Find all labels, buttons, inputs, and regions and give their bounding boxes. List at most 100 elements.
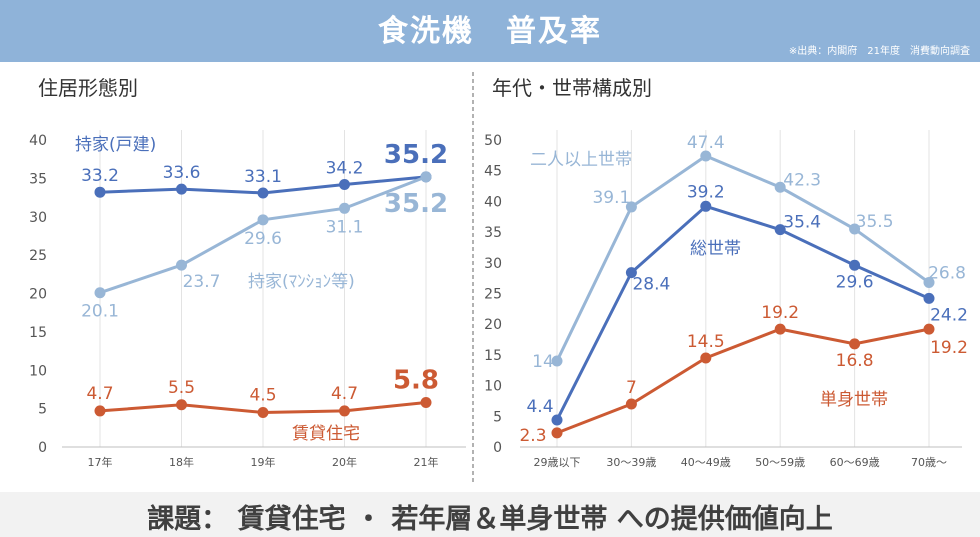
data-label: 4.4 bbox=[526, 397, 553, 417]
data-point bbox=[339, 202, 350, 214]
data-label: 2.3 bbox=[519, 426, 546, 446]
y-tick-label: 30 bbox=[29, 210, 47, 226]
y-tick-label: 10 bbox=[29, 363, 47, 379]
footer-text: 課題： 賃貸住宅 ・ 若年層＆単身世帯 への提供価値向上 bbox=[147, 504, 833, 535]
x-tick-label: 17年 bbox=[88, 455, 113, 469]
y-tick-label: 35 bbox=[29, 171, 47, 187]
data-label: 28.4 bbox=[632, 275, 670, 295]
x-tick-label: 21年 bbox=[414, 455, 439, 469]
data-label: 19.2 bbox=[930, 338, 968, 358]
data-label: 5.8 bbox=[393, 365, 439, 395]
data-point bbox=[420, 171, 432, 183]
data-point bbox=[94, 405, 106, 417]
data-point bbox=[257, 187, 269, 199]
data-label: 5.5 bbox=[168, 378, 195, 398]
y-tick-label: 10 bbox=[484, 379, 502, 395]
source-note: ※出典：内閣府 21年度 消費動向調査 bbox=[788, 46, 970, 57]
series-group: 33.2 33.6 33.1 34.2 35.2 20.1 23.7 29.6 31.1 35.2… bbox=[81, 140, 448, 418]
chart-title: 住居形態別 bbox=[38, 76, 138, 100]
series-line bbox=[556, 327, 930, 435]
data-label: 39.2 bbox=[687, 182, 725, 202]
series-group: 14 39.1 47.4 42.3 35.5 26.8 4.4 28.4 39.2 35.4 29.… bbox=[519, 133, 967, 446]
y-tick-label: 40 bbox=[484, 194, 502, 210]
y-tick-label: 45 bbox=[484, 164, 502, 180]
data-label: 42.3 bbox=[783, 170, 821, 190]
data-label: 33.2 bbox=[81, 166, 119, 186]
data-label: 35.5 bbox=[856, 212, 894, 232]
data-point bbox=[551, 414, 563, 426]
data-point bbox=[176, 399, 187, 411]
data-point bbox=[257, 214, 269, 226]
data-label: 33.6 bbox=[163, 163, 201, 183]
footer: 課題： 賃貸住宅 ・ 若年層＆単身世帯 への提供価値向上 bbox=[0, 492, 980, 537]
data-label: 14.5 bbox=[687, 332, 725, 352]
series-name: 二人以上世帯 bbox=[530, 150, 632, 170]
y-tick-label: 35 bbox=[484, 225, 502, 241]
x-tick-label: 30～39歳 bbox=[606, 456, 656, 469]
series-line bbox=[555, 204, 930, 421]
y-tick-label: 15 bbox=[484, 348, 502, 364]
title-bar: 食洗機 普及率 ※出典：内閣府 21年度 消費動向調査 bbox=[0, 0, 980, 62]
data-point bbox=[625, 398, 637, 410]
data-label: 16.8 bbox=[836, 351, 874, 371]
data-label: 47.4 bbox=[687, 133, 725, 153]
y-tick-label: 5 bbox=[38, 402, 47, 418]
data-label: 35.4 bbox=[783, 213, 821, 233]
x-tick-label: 50～59歳 bbox=[755, 456, 805, 469]
data-point bbox=[774, 224, 786, 236]
data-label: 29.6 bbox=[244, 229, 282, 249]
x-ticks: 17年 18年 19年 20年 21年 bbox=[88, 455, 439, 469]
data-point bbox=[176, 259, 187, 271]
data-label: 29.6 bbox=[836, 272, 874, 292]
x-ticks: 29歳以下 30～39歳 40～49歳 50～59歳 60～69歳 70歳～ bbox=[534, 456, 948, 469]
y-tick-label: 0 bbox=[38, 440, 47, 456]
series-line bbox=[555, 154, 930, 362]
y-tick-label: 15 bbox=[29, 325, 47, 341]
data-label: 26.8 bbox=[928, 263, 966, 283]
data-point bbox=[420, 396, 432, 408]
data-point bbox=[774, 181, 786, 193]
y-tick-label: 30 bbox=[484, 256, 502, 272]
series-name: 総世帯 bbox=[690, 239, 741, 259]
data-point bbox=[94, 186, 106, 198]
y-tick-label: 25 bbox=[484, 287, 502, 303]
x-tick-label: 40～49歳 bbox=[681, 456, 731, 469]
data-point bbox=[923, 292, 935, 304]
page-title: 食洗機 普及率 bbox=[378, 14, 602, 49]
y-tick-label: 25 bbox=[29, 248, 47, 264]
data-label: 4.5 bbox=[249, 385, 276, 405]
data-label: 35.2 bbox=[384, 189, 448, 219]
series-name: 賃貸住宅 bbox=[292, 424, 360, 444]
x-tick-label: 20年 bbox=[332, 455, 357, 469]
x-tick-label: 60～69歳 bbox=[830, 456, 880, 469]
data-point bbox=[923, 276, 935, 288]
grid bbox=[520, 130, 962, 448]
data-label: 39.1 bbox=[592, 188, 630, 208]
data-point bbox=[700, 200, 712, 212]
x-tick-label: 19年 bbox=[251, 455, 276, 469]
data-point bbox=[625, 267, 637, 279]
data-label: 23.7 bbox=[183, 272, 221, 292]
data-label: 24.2 bbox=[930, 305, 968, 325]
series-name: 持家(ﾏﾝｼｮﾝ等) bbox=[248, 272, 355, 292]
data-label: 35.2 bbox=[384, 140, 448, 170]
data-label: 19.2 bbox=[761, 303, 799, 323]
y-tick-label: 50 bbox=[484, 133, 502, 149]
data-label: 31.1 bbox=[326, 217, 364, 237]
data-label: 14 bbox=[532, 352, 554, 372]
data-label: 33.1 bbox=[244, 167, 282, 187]
data-point bbox=[257, 406, 269, 418]
data-point bbox=[551, 355, 563, 367]
data-point bbox=[849, 338, 861, 350]
data-point bbox=[176, 183, 187, 195]
data-point bbox=[339, 405, 350, 417]
data-point bbox=[923, 323, 935, 335]
y-tick-label: 20 bbox=[484, 317, 502, 333]
data-point bbox=[700, 352, 712, 364]
y-ticks: 0 5 10 15 20 25 30 35 40 45 50 bbox=[484, 133, 502, 456]
data-label: 20.1 bbox=[81, 302, 119, 322]
data-point bbox=[94, 287, 106, 299]
y-ticks: 0 5 10 15 20 25 30 35 40 bbox=[29, 133, 47, 456]
data-label: 4.7 bbox=[331, 384, 358, 404]
